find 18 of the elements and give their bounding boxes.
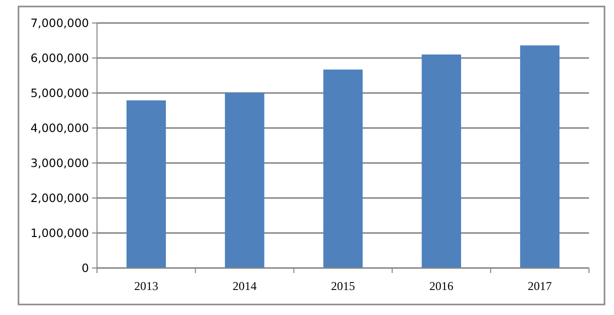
y-tick-label: 5,000,000 — [30, 86, 89, 100]
x-tick-label: 2015 — [331, 279, 355, 293]
y-tick-label: 6,000,000 — [30, 51, 89, 66]
bar — [422, 54, 462, 268]
y-tick-label: 1,000,000 — [30, 226, 89, 240]
y-tick-label: 0 — [82, 261, 89, 276]
bar — [323, 70, 363, 268]
x-tick-label: 2013 — [134, 279, 158, 293]
y-tick-label: 2,000,000 — [30, 191, 89, 206]
y-tick-label: 3,000,000 — [30, 156, 89, 170]
y-tick-label: 7,000,000 — [30, 16, 89, 30]
bar — [520, 45, 560, 268]
x-tick-label: 2017 — [528, 279, 552, 293]
bar — [224, 92, 264, 268]
x-tick-label: 2014 — [232, 279, 257, 293]
bar — [126, 100, 166, 268]
x-tick-label: 2016 — [429, 279, 454, 293]
y-tick-label: 4,000,000 — [30, 121, 89, 136]
